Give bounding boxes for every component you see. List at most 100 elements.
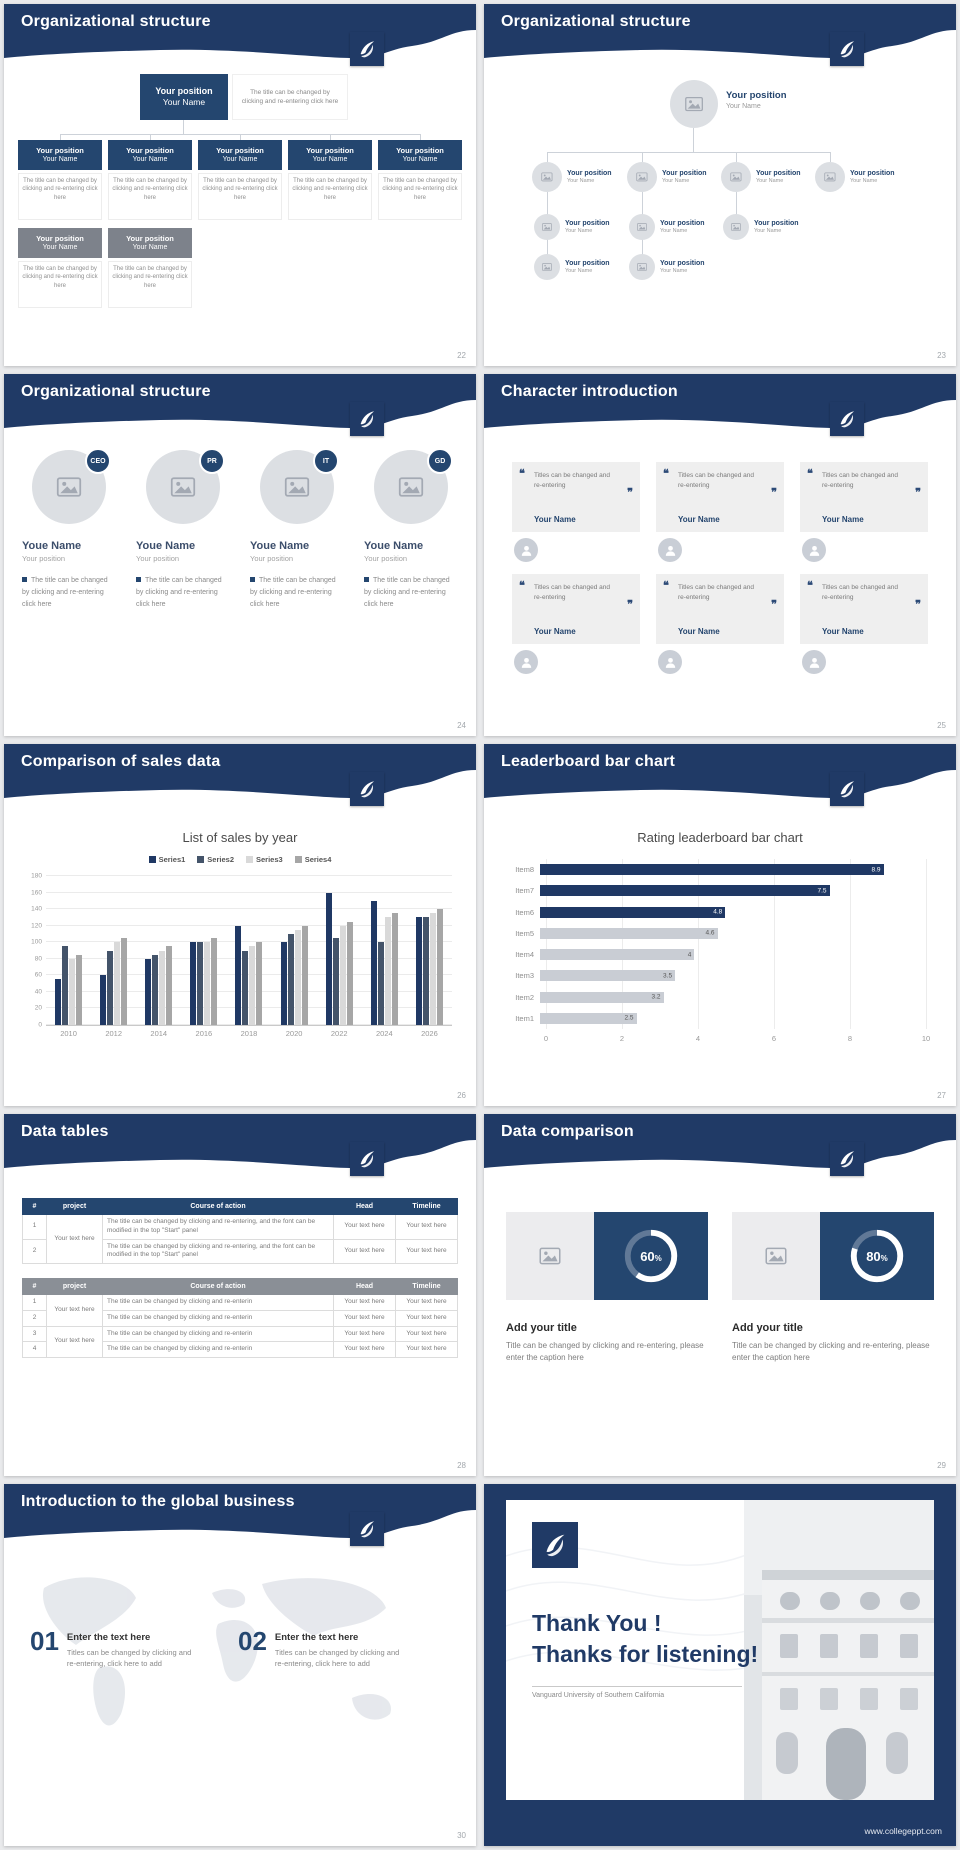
page-number: 26 xyxy=(457,1091,466,1100)
cell-head: Your text here xyxy=(333,1325,396,1343)
gridline xyxy=(774,859,775,1029)
plot-area: 0 20 40 60 80 100 120 140 160 180 xyxy=(31,873,452,1029)
cell-timeline: Your text here xyxy=(395,1214,458,1240)
org-position: Your position xyxy=(126,145,174,155)
item-title: Add your title xyxy=(506,1322,577,1334)
org-name: Your Name xyxy=(754,228,782,235)
cell-num: 2 xyxy=(22,1309,47,1327)
value-label: 2.5 xyxy=(624,1014,634,1022)
slide-28-data-tables[interactable]: Data tables # project Course of action H… xyxy=(4,1114,476,1476)
bar xyxy=(429,913,436,1025)
table-row: 1 Your text here The title can be change… xyxy=(22,1213,458,1265)
bar xyxy=(377,942,384,1025)
x-tick-label: 2016 xyxy=(195,1029,213,1038)
bar-row: Item6 4.8 xyxy=(500,906,926,918)
x-tick-label: 2012 xyxy=(105,1029,122,1038)
category-label: Item7 xyxy=(515,886,534,896)
cell-course: The title can be changed by clicking and… xyxy=(102,1341,334,1359)
table-row: 2 The title can be changed by clicking a… xyxy=(22,1238,458,1265)
category-label: Item2 xyxy=(515,992,534,1002)
org-position: Your position xyxy=(567,170,612,177)
org-node-label: Your position Your Name xyxy=(850,169,895,186)
person-position: Your position xyxy=(136,554,180,563)
bar xyxy=(436,909,443,1025)
value-label: 3.5 xyxy=(663,972,673,980)
col-header: project xyxy=(46,1198,103,1215)
legend-swatch xyxy=(197,856,205,863)
slide-header: Comparison of sales data xyxy=(4,744,476,808)
divider xyxy=(532,1686,742,1687)
bar xyxy=(422,917,429,1025)
gridline xyxy=(546,859,547,1029)
contour-lines-decoration xyxy=(506,1546,777,1671)
college-logo-icon xyxy=(350,772,384,806)
bar-group xyxy=(91,876,136,1025)
org-avatar-circle xyxy=(627,162,657,192)
college-logo-icon xyxy=(532,1522,578,1568)
bar xyxy=(62,946,69,1025)
bar-group xyxy=(226,876,271,1025)
slide-29-data-comparison[interactable]: Data comparison 60% Add your titl xyxy=(484,1114,956,1476)
cell-timeline: Your text here xyxy=(395,1238,458,1265)
x-tick-label: 2026 xyxy=(421,1029,438,1038)
org-avatar-circle xyxy=(534,214,560,240)
slide-30-global-business[interactable]: Introduction to the global business 01 E… xyxy=(4,1484,476,1846)
campus-photo-graphic xyxy=(744,1500,934,1800)
slide-25-character-introduction[interactable]: Character introduction ❝ Titles can be ch… xyxy=(484,374,956,736)
bar: 8.9 xyxy=(540,864,884,876)
cell-num: 4 xyxy=(22,1341,47,1359)
bar-row: Item8 8.9 xyxy=(500,864,926,876)
person-avatar-icon xyxy=(514,538,538,562)
org-avatar-circle xyxy=(670,80,718,128)
col-header: project xyxy=(46,1278,103,1296)
org-node-label: Your position Your Name xyxy=(756,169,801,186)
col-header: Course of action xyxy=(102,1198,334,1215)
x-tick-label: 4 xyxy=(695,1034,701,1043)
cell-timeline: Your text here xyxy=(395,1341,458,1359)
org-root-box: Your position Your Name xyxy=(140,74,228,120)
cell-num: 3 xyxy=(22,1325,47,1343)
x-axis: 2010 2012 2014 2016 2018 2020 2022 2024 2026 xyxy=(46,1029,452,1038)
slide-26-sales-comparison[interactable]: Comparison of sales data List of sales b… xyxy=(4,744,476,1106)
comparison-row: 60% Add your title Title can be changed … xyxy=(506,1212,934,1364)
bar-group xyxy=(272,876,317,1025)
connector-line xyxy=(420,134,421,140)
org-branch: Your position Your Name The title can be c… xyxy=(108,228,192,308)
slide-22-org-structure[interactable]: Organizational structure Your position Y… xyxy=(4,4,476,366)
org-branch: Your position Your Name The title can be c… xyxy=(18,140,102,220)
person-name: Youe Name xyxy=(364,540,424,552)
close-quote-icon: ❞ xyxy=(915,487,921,499)
org-name: Your Name xyxy=(662,178,690,185)
value-label: 4 xyxy=(687,951,692,959)
page-number: 23 xyxy=(937,351,946,360)
chart-legend: Series1 Series2 Series3 Series4 xyxy=(4,855,476,864)
org-name: Your Name xyxy=(42,244,78,252)
item-number: 02 xyxy=(238,1626,267,1656)
org-name: Your Name xyxy=(850,178,878,185)
org-node-label: Your position Your Name xyxy=(662,169,707,186)
website-url[interactable]: www.collegeppt.com xyxy=(864,1826,942,1836)
org-position: Your position xyxy=(396,145,444,155)
bar xyxy=(346,921,353,1025)
org-position: Your position xyxy=(126,233,174,243)
open-quote-icon: ❝ xyxy=(663,580,669,592)
open-quote-icon: ❝ xyxy=(519,468,525,480)
slide-title: Organizational structure xyxy=(501,13,691,30)
bar xyxy=(114,942,121,1025)
slide-24-org-structure[interactable]: Organizational structure CEO Youe Name Y… xyxy=(4,374,476,736)
quote-card: ❝ Titles can be changed and re-entering ❞ Y… xyxy=(512,462,640,562)
bar xyxy=(287,933,294,1025)
value-label: 3.2 xyxy=(651,993,661,1001)
slide-27-leaderboard-chart[interactable]: Leaderboard bar chart Rating leaderboard… xyxy=(484,744,956,1106)
value-label: 4.6 xyxy=(705,929,715,937)
org-position: Your position xyxy=(36,145,84,155)
legend-item: Series4 xyxy=(294,855,331,864)
page-number: 29 xyxy=(937,1461,946,1470)
org-name: Your Name xyxy=(402,156,438,164)
bar xyxy=(325,892,332,1025)
slide-thank-you[interactable]: Thank You ! Thanks for listening! Vangua… xyxy=(484,1484,956,1846)
slide-23-org-structure[interactable]: Organizational structure Your position Yo… xyxy=(484,4,956,366)
numbered-item: 02 Enter the text here Titles can be chan… xyxy=(238,1628,403,1670)
profile-photo-placeholder: CEO xyxy=(32,448,111,524)
y-tick-label: 80 xyxy=(34,955,42,963)
